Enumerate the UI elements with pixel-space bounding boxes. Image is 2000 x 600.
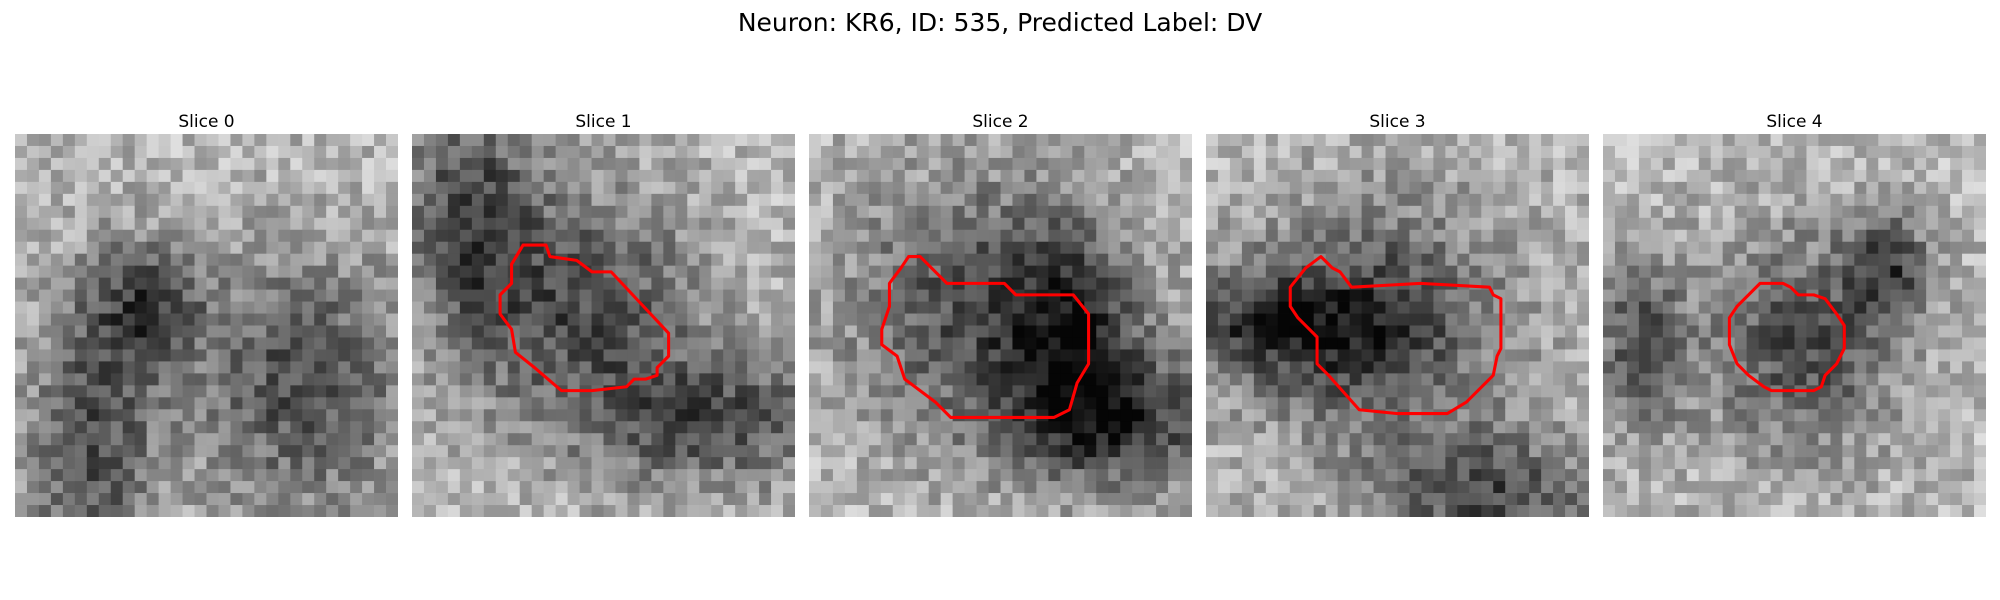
slice-panel-3: Slice 3 [1206, 110, 1589, 517]
slice-title: Slice 1 [575, 112, 632, 132]
slice-image [15, 134, 398, 517]
slice-panel-2: Slice 2 [809, 110, 1192, 517]
roi-contour [498, 243, 671, 393]
roi-contour [1288, 255, 1503, 416]
slice-panel-4: Slice 4 [1603, 110, 1986, 517]
slice-image [809, 134, 1192, 517]
slice-title: Slice 2 [972, 112, 1029, 132]
slice-panel-1: Slice 1 [412, 110, 795, 517]
slice-title: Slice 0 [178, 112, 235, 132]
roi-contour [1727, 281, 1846, 393]
slice-image [1603, 134, 1986, 517]
slice-title: Slice 4 [1766, 112, 1823, 132]
slice-image [412, 134, 795, 517]
roi-contour [880, 255, 1091, 419]
slice-title: Slice 3 [1369, 112, 1426, 132]
slice-image [1206, 134, 1589, 517]
slice-panel-0: Slice 0 [15, 110, 398, 517]
figure-title: Neuron: KR6, ID: 535, Predicted Label: D… [737, 8, 1263, 37]
